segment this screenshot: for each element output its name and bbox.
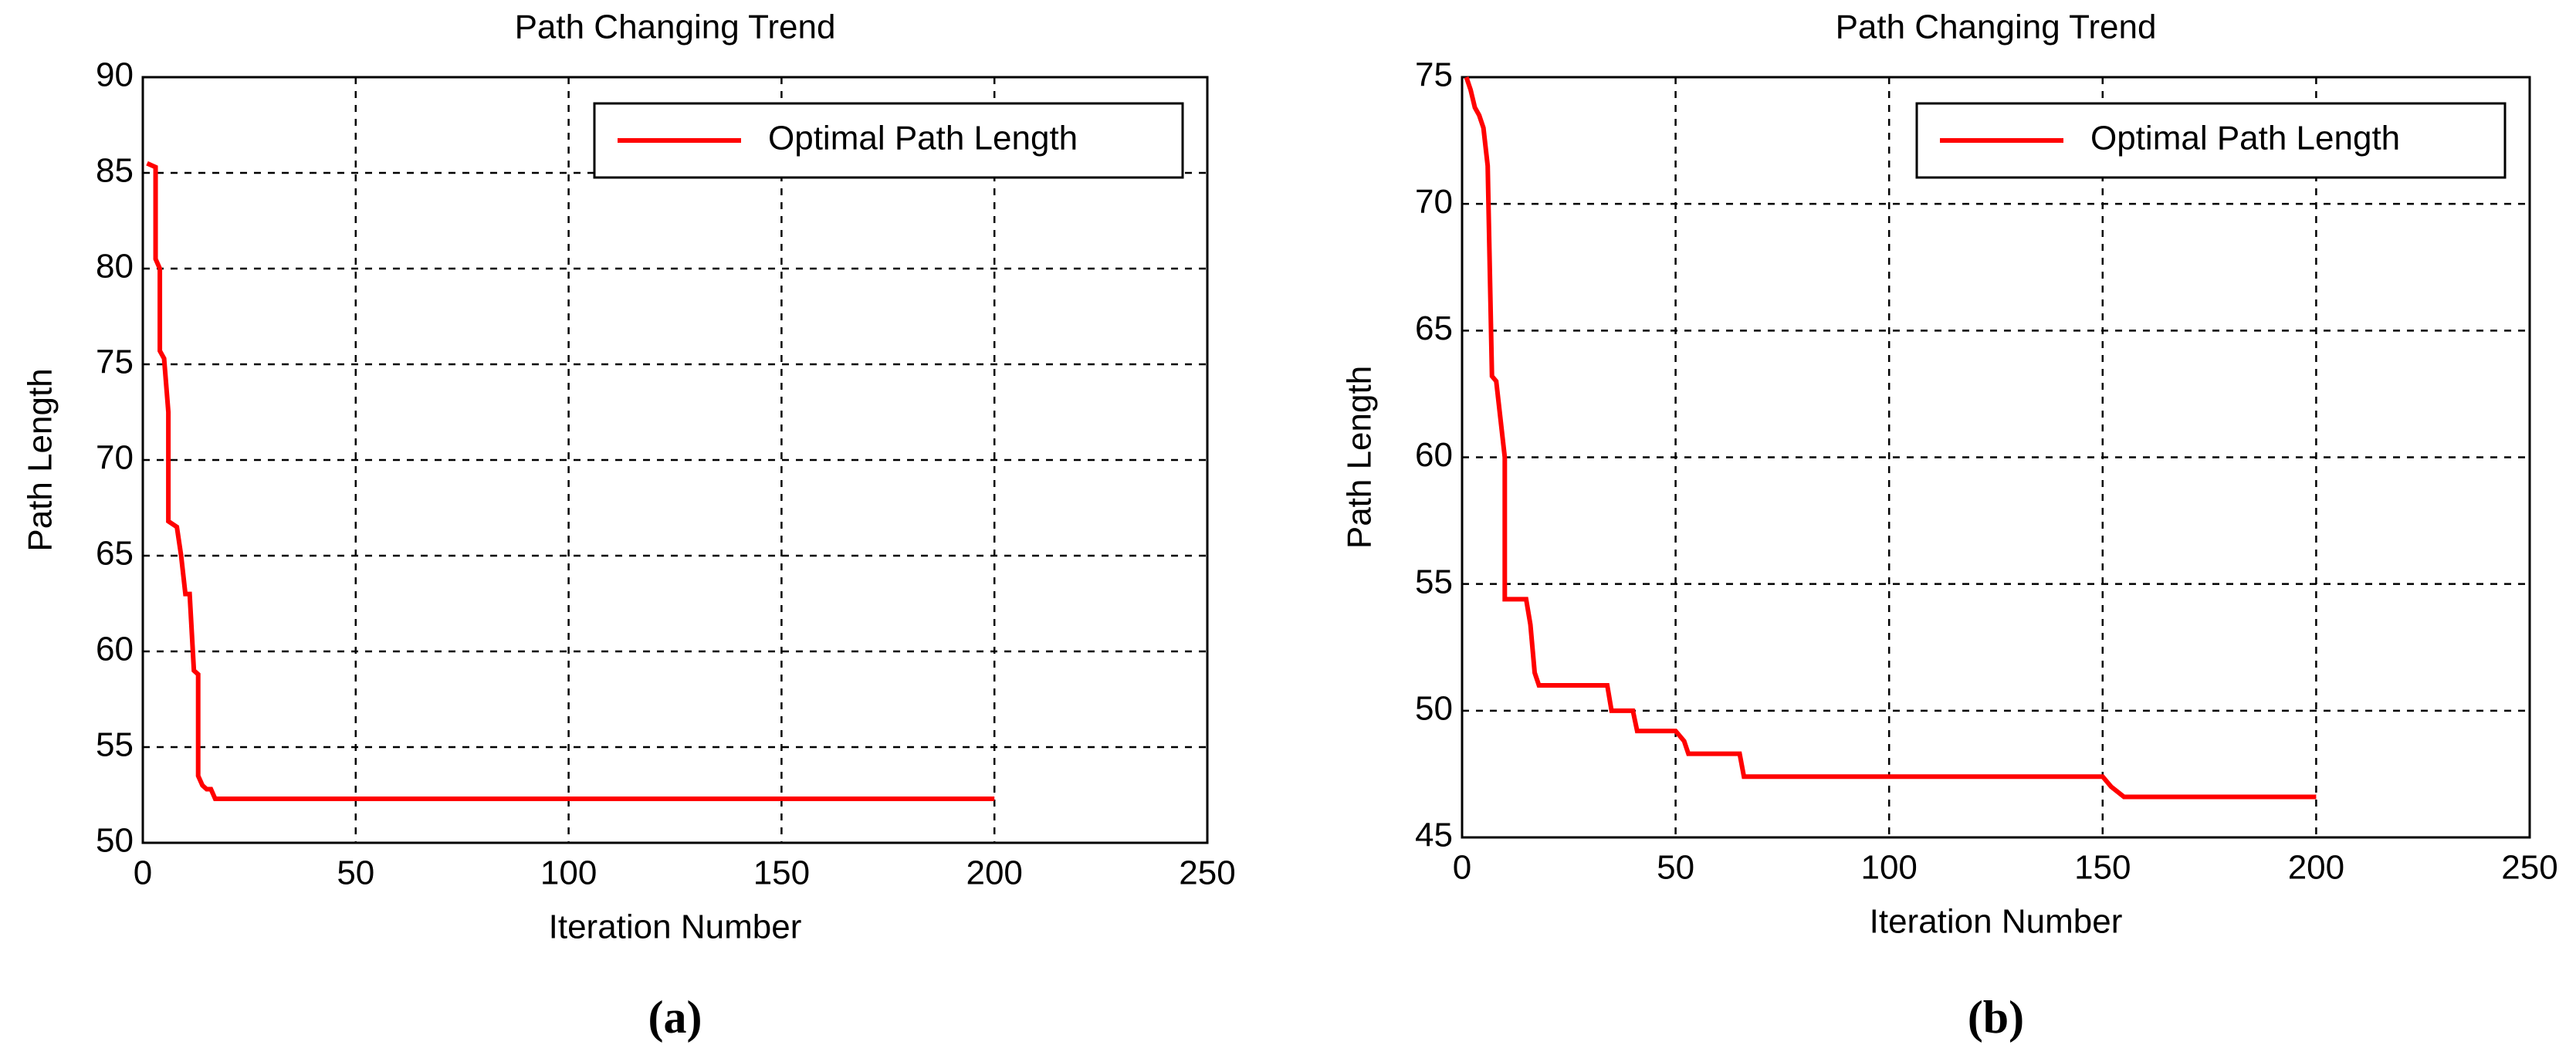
- y-tick-label: 65: [1415, 309, 1453, 347]
- x-tick-label: 100: [1860, 849, 1917, 887]
- x-tick-label: 0: [1453, 849, 1471, 887]
- caption: (b): [1968, 992, 2024, 1043]
- x-tick-label: 100: [540, 854, 597, 892]
- y-tick-label: 90: [96, 56, 134, 94]
- x-tick-label: 200: [2288, 849, 2344, 887]
- y-tick-label: 55: [96, 726, 134, 764]
- y-tick-label: 45: [1415, 817, 1453, 854]
- y-tick-label: 50: [96, 822, 134, 860]
- y-tick-label: 70: [96, 439, 134, 477]
- y-axis-label: Path Length: [22, 368, 59, 551]
- legend-label: Optimal Path Length: [2090, 120, 2400, 157]
- x-axis-label: Iteration Number: [1870, 903, 2123, 941]
- y-tick-label: 50: [1415, 689, 1453, 727]
- chart-title: Path Changing Trend: [1836, 8, 2157, 46]
- x-tick-label: 150: [753, 854, 810, 892]
- x-tick-label: 150: [2074, 849, 2131, 887]
- y-tick-label: 60: [1415, 436, 1453, 474]
- x-tick-label: 250: [1179, 854, 1235, 892]
- y-tick-label: 75: [1415, 56, 1453, 94]
- y-tick-label: 65: [96, 535, 134, 573]
- y-tick-label: 85: [96, 152, 134, 190]
- legend-label: Optimal Path Length: [768, 120, 1078, 157]
- y-tick-label: 80: [96, 248, 134, 286]
- x-tick-label: 0: [134, 854, 152, 892]
- x-tick-label: 50: [1657, 849, 1694, 887]
- x-tick-label: 50: [337, 854, 374, 892]
- caption: (a): [648, 992, 702, 1043]
- y-tick-label: 75: [96, 343, 134, 381]
- y-tick-label: 55: [1415, 563, 1453, 600]
- chart-title: Path Changing Trend: [515, 8, 836, 46]
- axes-frame: [141, 76, 1209, 844]
- x-tick-label: 250: [2501, 849, 2557, 887]
- y-tick-label: 60: [96, 631, 134, 668]
- axes-frame: [1461, 76, 2531, 839]
- y-axis-label: Path Length: [1341, 366, 1379, 549]
- data-line: [1464, 76, 2317, 800]
- x-tick-label: 200: [966, 854, 1022, 892]
- x-axis-label: Iteration Number: [549, 908, 802, 946]
- data-line: [146, 161, 995, 801]
- y-tick-label: 70: [1415, 183, 1453, 221]
